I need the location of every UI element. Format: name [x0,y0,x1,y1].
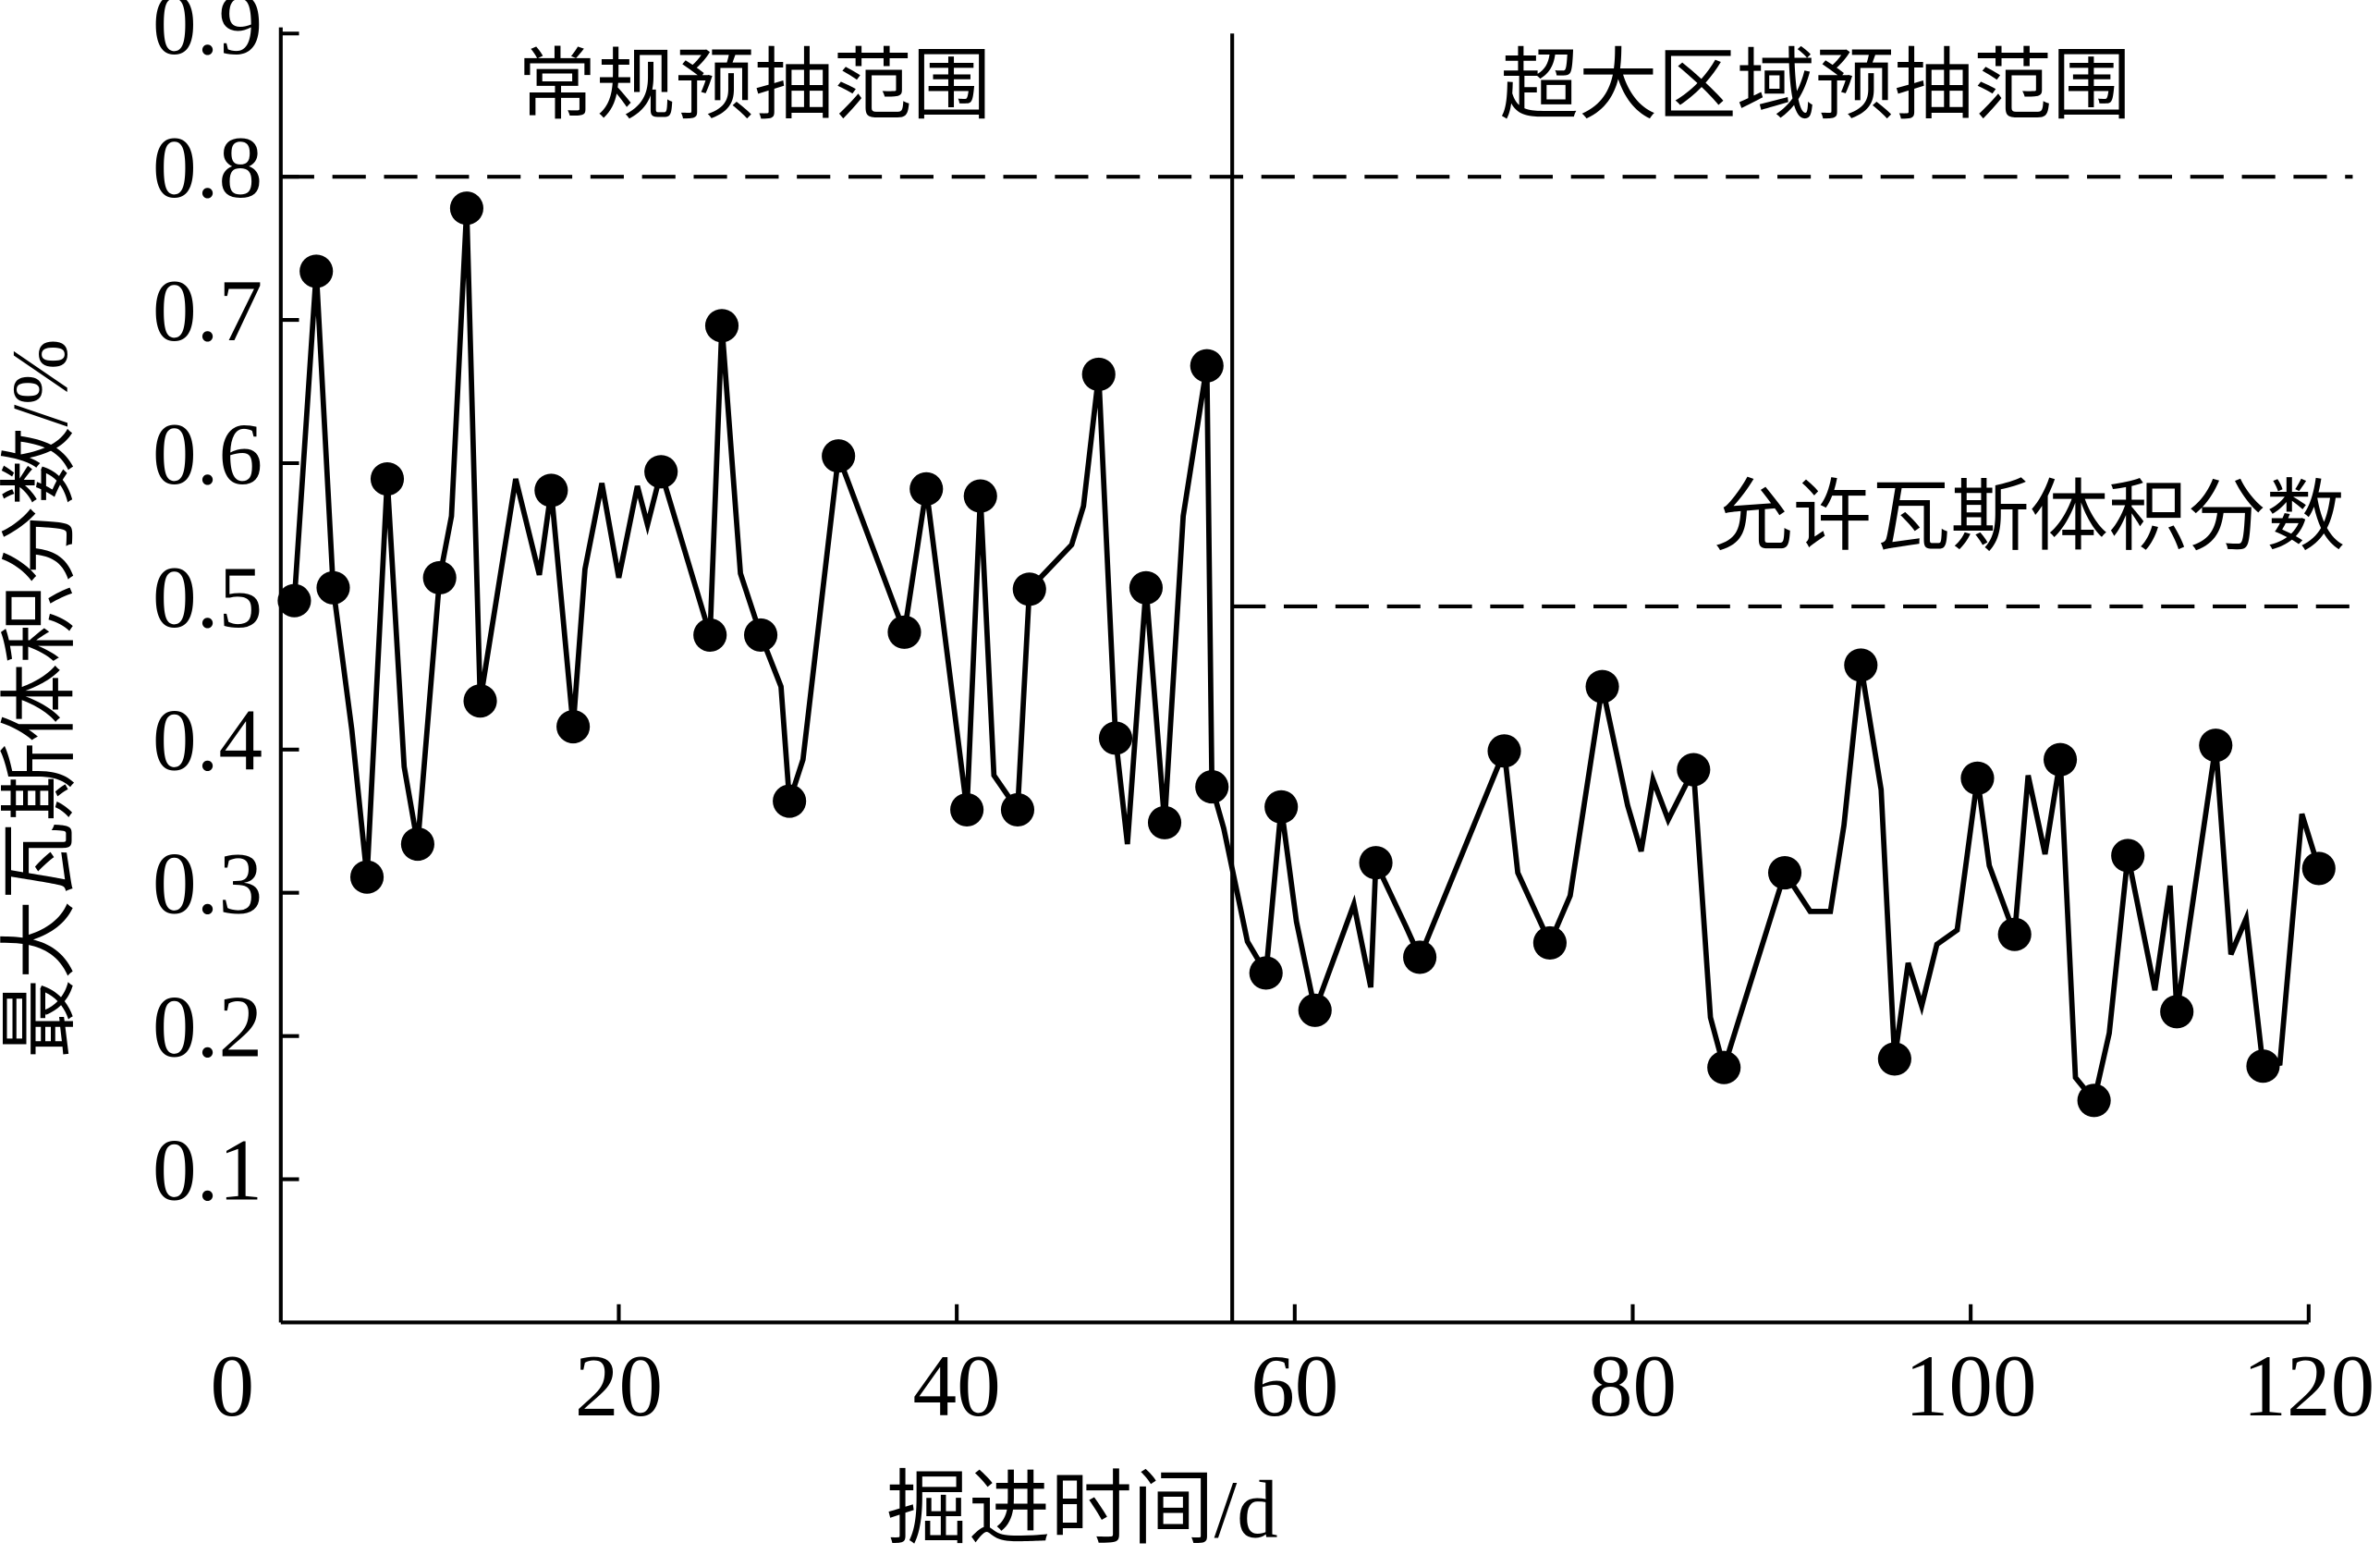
data-point [1677,753,1711,787]
data-point [299,254,334,288]
x-tick-label: 40 [913,1337,1001,1435]
y-tick-label: 0.4 [153,692,262,790]
data-point [1249,956,1283,990]
x-tick-label: 20 [575,1337,663,1435]
x-tick-label: 100 [1905,1337,2037,1435]
annotation: 允许瓦斯体积分数 [1714,474,2345,561]
y-tick-label: 0.3 [153,835,262,933]
data-point [316,570,350,605]
data-point [1195,770,1229,804]
y-tick-label: 0.5 [153,548,262,646]
annotation: 常规预抽范围 [518,43,991,130]
data-point [1403,940,1437,974]
data-point [449,191,483,226]
x-tick-label: 120 [2242,1337,2374,1435]
data-point [1190,349,1224,383]
data-point [963,479,997,513]
data-point [1844,648,1878,682]
y-axis-label: 最大瓦斯体积分数/% [0,339,84,1059]
y-tick-label: 0.1 [153,1120,262,1218]
y-tick-label: 0.9 [153,0,262,73]
data-point [1707,1050,1741,1084]
x-tick-label: 0 [210,1337,254,1435]
data-line [291,208,2322,1107]
data-point [743,618,778,652]
y-tick-label: 0.2 [153,978,262,1076]
data-point [1532,925,1567,961]
y-tick-label: 0.6 [153,405,262,503]
data-point [277,583,311,618]
data-point [1585,669,1619,704]
annotation: 超大区域预抽范围 [1500,43,2131,130]
x-tick-label: 80 [1589,1337,1677,1435]
data-point [2043,742,2078,777]
data-point [556,709,591,744]
data-point [463,684,497,718]
data-point [1298,993,1332,1027]
data-point [2111,839,2145,873]
data-point [1997,917,2032,951]
data-point [2246,1049,2280,1083]
data-point [1129,570,1163,605]
data-point [1098,721,1133,755]
data-point [400,827,434,862]
data-point [1000,792,1035,826]
data-point [1264,790,1299,824]
data-point [1767,855,1802,890]
data-point [422,560,457,594]
data-point [1081,357,1116,392]
data-point [1877,1042,1911,1076]
x-axis-label: 掘进时间/d [886,1465,1278,1556]
data-point [704,309,739,343]
data-point [950,792,984,826]
data-point [349,860,384,894]
data-point [1960,761,1995,795]
data-point [887,615,921,649]
data-point [2301,851,2336,886]
data-point [773,784,807,818]
y-tick-label: 0.7 [153,262,262,360]
x-tick-label: 60 [1251,1337,1338,1435]
data-point [1487,734,1521,768]
data-point [534,473,568,508]
data-point [370,461,405,496]
data-point [2199,728,2233,763]
data-point [1147,805,1182,839]
data-point [2160,995,2194,1029]
data-point [2077,1083,2111,1118]
data-point [693,618,727,652]
data-point [822,439,856,473]
data-point [1012,572,1046,606]
data-point [644,455,678,489]
y-tick-label: 0.8 [153,118,262,216]
data-point [1359,846,1393,880]
data-point [909,471,944,506]
